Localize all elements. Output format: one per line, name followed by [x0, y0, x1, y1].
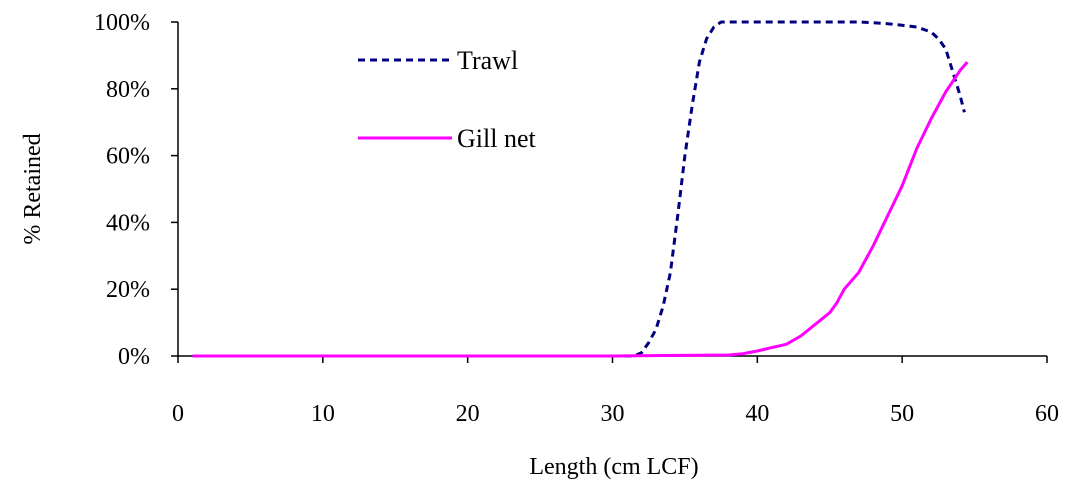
y-tick-label: 0%: [118, 344, 150, 370]
legend-label: Gill net: [457, 124, 536, 153]
y-tick-label: 40%: [106, 210, 150, 236]
series-line-trawl: [192, 20, 966, 358]
y-tick-label: 100%: [94, 10, 150, 36]
legend-label: Trawl: [457, 46, 518, 75]
series-line-gill-net: [192, 61, 969, 358]
x-tick-label: 60: [1035, 401, 1059, 427]
x-tick-label: 30: [601, 401, 625, 427]
tick-labels: 0% 20% 40% 60% 80% 100% 0 10 20 30 40 50 60: [94, 10, 1059, 427]
chart-axes: [171, 21, 1048, 363]
x-tick-label: 10: [311, 401, 335, 427]
x-tick-label: 20: [456, 401, 480, 427]
series-lines: [192, 20, 969, 358]
legend: Trawl Gill net: [358, 46, 536, 153]
x-tick-label: 40: [745, 401, 769, 427]
y-tick-label: 60%: [106, 144, 150, 170]
y-tick-label: 20%: [106, 277, 150, 303]
x-tick-label: 50: [890, 401, 914, 427]
x-tick-label: 0: [172, 401, 184, 427]
y-tick-label: 80%: [106, 77, 150, 103]
y-axis-title: % Retained: [20, 133, 46, 244]
x-axis-title: Length (cm LCF): [529, 454, 698, 480]
